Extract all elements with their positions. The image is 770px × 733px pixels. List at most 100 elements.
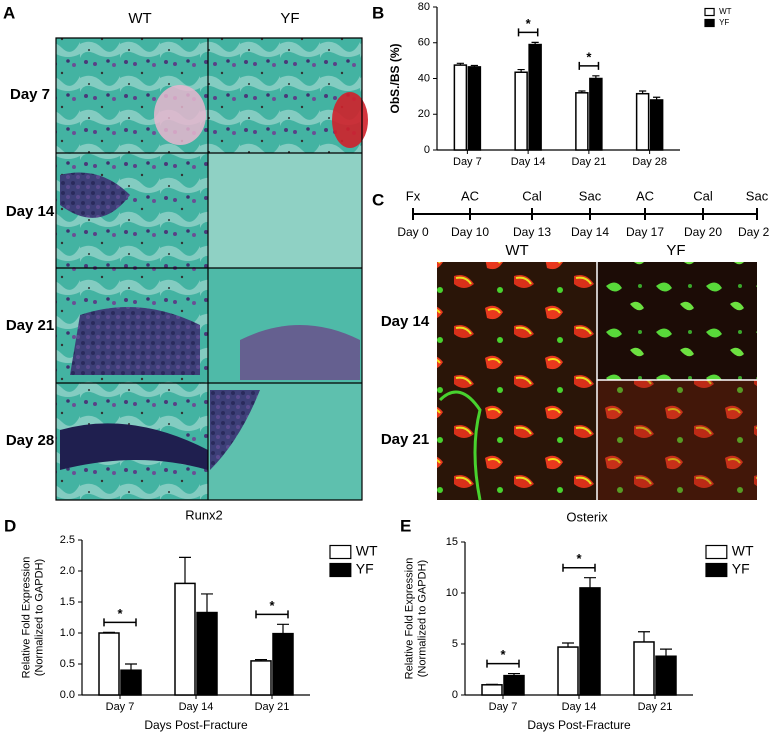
legend-label: YF bbox=[732, 561, 750, 577]
significance-label: * bbox=[586, 49, 592, 64]
error-bar bbox=[578, 90, 586, 93]
y-axis-label: (Normalized to GAPDH) bbox=[33, 559, 45, 676]
legend-swatch bbox=[329, 544, 352, 560]
histology-marrow bbox=[60, 423, 208, 470]
legend-label: WT bbox=[356, 543, 378, 559]
timeline-day: Day 20 bbox=[684, 225, 722, 239]
x-tick-label: Day 7 bbox=[106, 701, 135, 713]
timeline-event: AC bbox=[636, 188, 654, 203]
bar bbox=[575, 92, 589, 151]
x-tick-label: Day 14 bbox=[511, 156, 546, 168]
error-bar bbox=[639, 90, 647, 94]
row-label: Day 28 bbox=[6, 432, 54, 449]
x-tick-label: Day 21 bbox=[255, 701, 290, 713]
legend-swatch bbox=[705, 562, 728, 578]
histology-marrow bbox=[210, 390, 260, 470]
error-bar bbox=[653, 96, 661, 100]
y-tick-label: 80 bbox=[418, 1, 430, 13]
x-tick-label: Day 21 bbox=[638, 701, 673, 713]
x-tick-label: Day 7 bbox=[453, 156, 482, 168]
histology-images bbox=[55, 37, 368, 501]
y-tick-label: 0 bbox=[452, 689, 458, 701]
panel-label: D bbox=[4, 516, 16, 535]
error-bar bbox=[517, 68, 525, 73]
bar bbox=[635, 92, 650, 151]
timeline-event: Cal bbox=[693, 188, 713, 203]
timeline-event: Fx bbox=[406, 188, 421, 203]
y-tick-label: 1.0 bbox=[60, 627, 75, 639]
fluorescence-image bbox=[437, 380, 597, 500]
bar bbox=[655, 655, 677, 696]
fluorescence-divider bbox=[596, 262, 757, 500]
x-axis-label: Days Post-Fracture bbox=[527, 718, 631, 732]
y-tick-label: 10 bbox=[446, 587, 458, 599]
timeline-day: Day 10 bbox=[451, 225, 489, 239]
y-tick-label: 40 bbox=[418, 72, 430, 84]
y-tick-label: 2.0 bbox=[60, 565, 75, 577]
bar bbox=[503, 674, 525, 696]
histology-marrow bbox=[70, 307, 200, 375]
y-tick-label: 2.5 bbox=[60, 534, 75, 546]
row-label: Day 14 bbox=[381, 313, 430, 330]
legend-label: WT bbox=[732, 543, 754, 559]
error-bar bbox=[531, 41, 539, 45]
histology-stain bbox=[332, 92, 368, 148]
error-bar bbox=[638, 631, 650, 642]
histology-marrow bbox=[60, 172, 130, 218]
column-label: YF bbox=[280, 10, 299, 27]
significance-bracket bbox=[255, 610, 289, 619]
histology-grid bbox=[55, 37, 363, 501]
bar bbox=[514, 71, 528, 151]
row-label: Day 21 bbox=[6, 317, 54, 334]
bar bbox=[579, 587, 601, 696]
error-bar bbox=[584, 577, 596, 588]
bar bbox=[481, 684, 503, 696]
significance-bracket bbox=[103, 618, 137, 627]
fluorescence-image bbox=[597, 262, 757, 380]
timeline-day: Day 14 bbox=[571, 225, 609, 239]
y-tick-label: 20 bbox=[418, 108, 430, 120]
y-axis-label: Relative Fold Expression bbox=[20, 557, 32, 679]
y-tick-label: 60 bbox=[418, 37, 430, 49]
histology-stain bbox=[154, 85, 206, 145]
bar bbox=[649, 99, 664, 151]
bar bbox=[453, 64, 468, 151]
error-bar bbox=[660, 648, 672, 657]
legend-label: WT bbox=[719, 7, 732, 16]
error-bar bbox=[486, 683, 498, 685]
y-tick-label: 0.5 bbox=[60, 658, 75, 670]
row-label: Day 21 bbox=[381, 431, 429, 448]
bar bbox=[467, 66, 482, 151]
legend-label: YF bbox=[356, 561, 374, 577]
error-bar bbox=[125, 663, 137, 671]
significance-bracket bbox=[578, 61, 600, 70]
legend-swatch bbox=[704, 18, 715, 28]
error-bar bbox=[201, 593, 213, 613]
legend-swatch bbox=[329, 562, 352, 578]
x-tick-label: Day 7 bbox=[489, 701, 518, 713]
x-tick-label: Day 14 bbox=[179, 701, 214, 713]
panel-label: A bbox=[3, 3, 15, 22]
x-tick-label: Day 21 bbox=[571, 156, 606, 168]
row-label: Day 7 bbox=[10, 86, 50, 103]
panel-label: B bbox=[372, 3, 384, 22]
bar bbox=[528, 43, 542, 151]
bar bbox=[557, 646, 579, 696]
histology-marrow bbox=[240, 325, 360, 380]
timeline-day: Day 21 bbox=[738, 225, 770, 239]
error-bar bbox=[470, 64, 478, 67]
fluorescence-images bbox=[437, 262, 757, 501]
bar bbox=[272, 632, 294, 696]
row-label: Day 14 bbox=[6, 203, 55, 220]
y-axis-label: ObS./BS (%) bbox=[388, 43, 402, 113]
legend-label: YF bbox=[719, 18, 729, 27]
significance-bracket bbox=[517, 28, 539, 37]
panel-label: E bbox=[400, 516, 411, 535]
fluorescence-image bbox=[597, 380, 757, 500]
y-tick-label: 0.0 bbox=[60, 689, 75, 701]
y-tick-label: 5 bbox=[452, 638, 458, 650]
timeline-event: Sac bbox=[746, 188, 769, 203]
timeline-day: Day 17 bbox=[626, 225, 664, 239]
significance-bracket bbox=[562, 563, 596, 572]
timeline-event: Cal bbox=[522, 188, 542, 203]
